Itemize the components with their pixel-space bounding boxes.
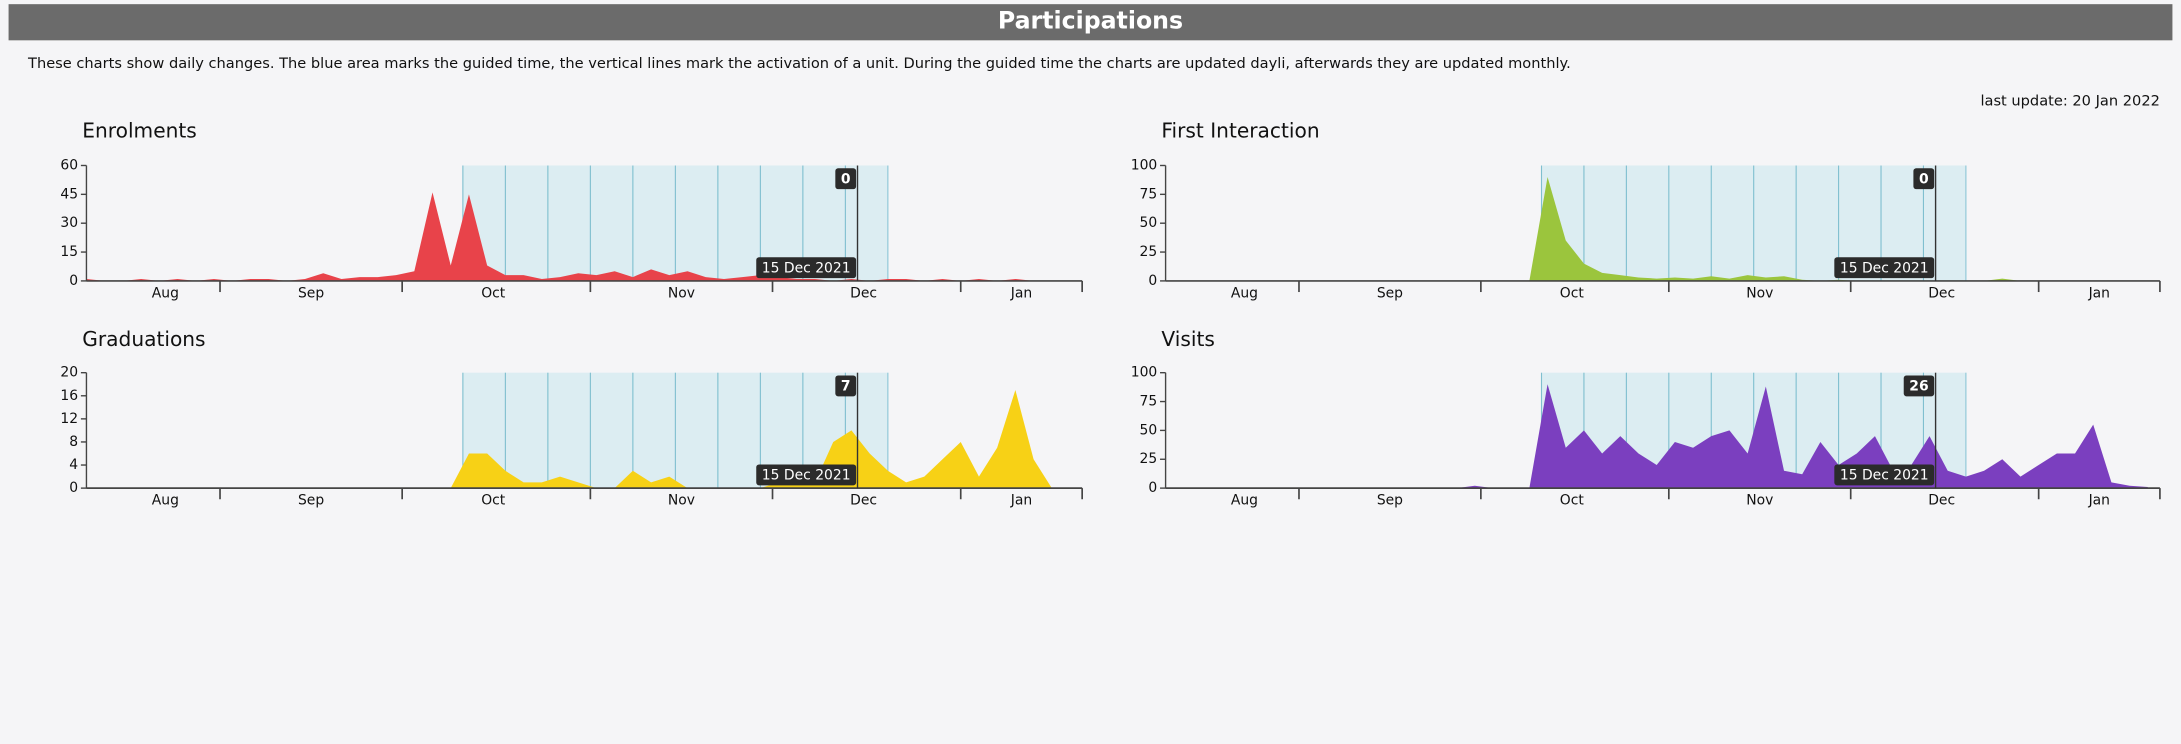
hover-value: 0 <box>841 171 851 187</box>
x-tick-label: Dec <box>1928 493 1955 509</box>
hover-value-box <box>835 375 857 397</box>
y-tick-label: 100 <box>1131 157 1158 173</box>
x-tick-label: Dec <box>850 493 877 509</box>
y-tick-label: 60 <box>60 157 78 173</box>
hover-value: 7 <box>841 379 851 395</box>
area <box>1165 384 2148 489</box>
x-tick-label: Sep <box>1377 285 1403 301</box>
header-bar <box>8 4 2173 41</box>
x-tick-label: Jan <box>2088 493 2110 509</box>
x-tick-label: Oct <box>1560 285 1585 301</box>
y-tick-label: 100 <box>1131 365 1158 381</box>
y-tick-label: 20 <box>60 365 78 381</box>
y-tick-label: 0 <box>1148 480 1157 496</box>
hover-value-box <box>835 168 857 190</box>
hover-value: 26 <box>1909 379 1928 395</box>
x-tick-label: Nov <box>668 493 695 509</box>
x-tick-label: Aug <box>152 285 179 301</box>
y-tick-label: 8 <box>69 434 78 450</box>
hover-value-box <box>1913 168 1935 190</box>
x-tick-label: Oct <box>481 493 506 509</box>
chart-title: Visits <box>1161 327 1214 351</box>
x-tick-label: Aug <box>1231 493 1258 509</box>
y-tick-label: 0 <box>1148 273 1157 289</box>
hover-date: 15 Dec 2021 <box>1840 260 1929 276</box>
y-tick-label: 4 <box>69 457 78 473</box>
y-tick-label: 25 <box>1140 244 1158 260</box>
y-tick-label: 75 <box>1140 394 1158 410</box>
y-tick-label: 16 <box>60 388 78 404</box>
x-tick-label: Jan <box>1010 285 1032 301</box>
x-tick-label: Jan <box>2088 285 2110 301</box>
hover-date-box <box>1834 464 1935 486</box>
hover-value: 0 <box>1919 171 1929 187</box>
y-tick-label: 75 <box>1140 186 1158 202</box>
x-tick-label: Jan <box>1010 493 1032 509</box>
hover-date-box <box>1834 257 1935 279</box>
chart-title: Enrolments <box>82 119 197 143</box>
y-tick-label: 15 <box>60 244 78 260</box>
page-title: Participations <box>998 7 1183 35</box>
x-tick-label: Oct <box>1560 493 1585 509</box>
y-tick-label: 25 <box>1140 451 1158 467</box>
x-tick-label: Nov <box>1746 285 1773 301</box>
x-tick-label: Nov <box>668 285 695 301</box>
x-tick-label: Sep <box>298 493 324 509</box>
area <box>86 390 1071 489</box>
x-tick-label: Nov <box>1746 493 1773 509</box>
chart-title: Graduations <box>82 327 205 351</box>
x-tick-label: Oct <box>481 285 506 301</box>
x-tick-label: Aug <box>1231 285 1258 301</box>
x-tick-label: Sep <box>1377 493 1403 509</box>
hover-date-box <box>756 464 857 486</box>
y-tick-label: 12 <box>60 411 78 427</box>
chart-title: First Interaction <box>1161 119 1319 143</box>
y-tick-label: 45 <box>60 186 78 202</box>
y-tick-label: 50 <box>1140 422 1158 438</box>
x-tick-label: Dec <box>850 285 877 301</box>
hover-date: 15 Dec 2021 <box>762 260 851 276</box>
description: These charts show daily changes. The blu… <box>27 55 1571 72</box>
hover-date: 15 Dec 2021 <box>1840 468 1929 484</box>
y-tick-label: 30 <box>60 215 78 231</box>
x-tick-label: Aug <box>152 493 179 509</box>
y-tick-label: 0 <box>69 273 78 289</box>
hover-date: 15 Dec 2021 <box>762 468 851 484</box>
x-tick-label: Dec <box>1928 285 1955 301</box>
x-tick-label: Sep <box>298 285 324 301</box>
last-update: last update: 20 Jan 2022 <box>1980 93 2159 110</box>
y-tick-label: 0 <box>69 480 78 496</box>
hover-value-box <box>1903 375 1935 397</box>
y-tick-label: 50 <box>1140 215 1158 231</box>
hover-date-box <box>756 257 857 279</box>
